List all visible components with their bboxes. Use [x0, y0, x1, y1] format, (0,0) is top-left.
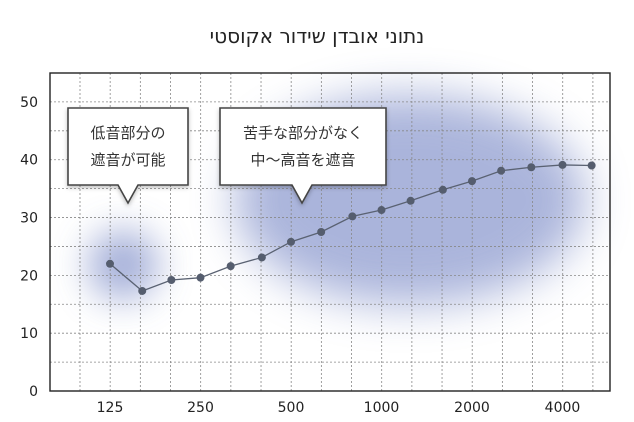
y-tick-label: 50 [20, 95, 38, 111]
callout-low [67, 107, 189, 205]
chart-title: נתוני אובדן שידור אקוסטי [209, 24, 425, 48]
x-tick-label: 4000 [545, 400, 581, 416]
x-tick-label: 500 [278, 400, 305, 416]
x-tick-label: 125 [97, 400, 124, 416]
y-tick-label: 0 [29, 384, 38, 400]
plot-frame [49, 72, 611, 392]
data-point [348, 212, 357, 221]
data-point [468, 177, 476, 186]
callout-text-line2: 中〜高音を遮音 [250, 151, 355, 169]
data-point [287, 237, 295, 246]
y-tick-label: 10 [20, 326, 38, 342]
callout-box [67, 107, 189, 205]
callout-text-line1: 苦手な部分がなく [243, 124, 363, 142]
data-point [406, 196, 415, 205]
data-point [317, 228, 326, 236]
data-point [558, 160, 567, 169]
data-point [257, 253, 266, 262]
data-point [167, 275, 176, 284]
x-tick-label: 1000 [364, 400, 400, 416]
data-point [587, 161, 596, 170]
callout-mid-high [219, 107, 387, 205]
y-tick-label: 20 [20, 268, 38, 284]
data-point [138, 286, 147, 295]
data-point [527, 163, 536, 172]
data-point [226, 262, 235, 271]
x-tick-label: 250 [187, 400, 214, 416]
data-point [106, 259, 114, 268]
callout-box [219, 107, 387, 205]
y-tick-label: 40 [20, 153, 38, 169]
callout-text-line2: 遮音が可能 [90, 151, 165, 169]
data-point [497, 166, 506, 175]
x-tick-label: 2000 [454, 400, 490, 416]
data-point [438, 185, 447, 194]
y-tick-label: 30 [20, 211, 38, 227]
data-point [377, 206, 386, 215]
data-point [196, 273, 205, 282]
callout-text-line1: 低音部分の [90, 124, 165, 142]
